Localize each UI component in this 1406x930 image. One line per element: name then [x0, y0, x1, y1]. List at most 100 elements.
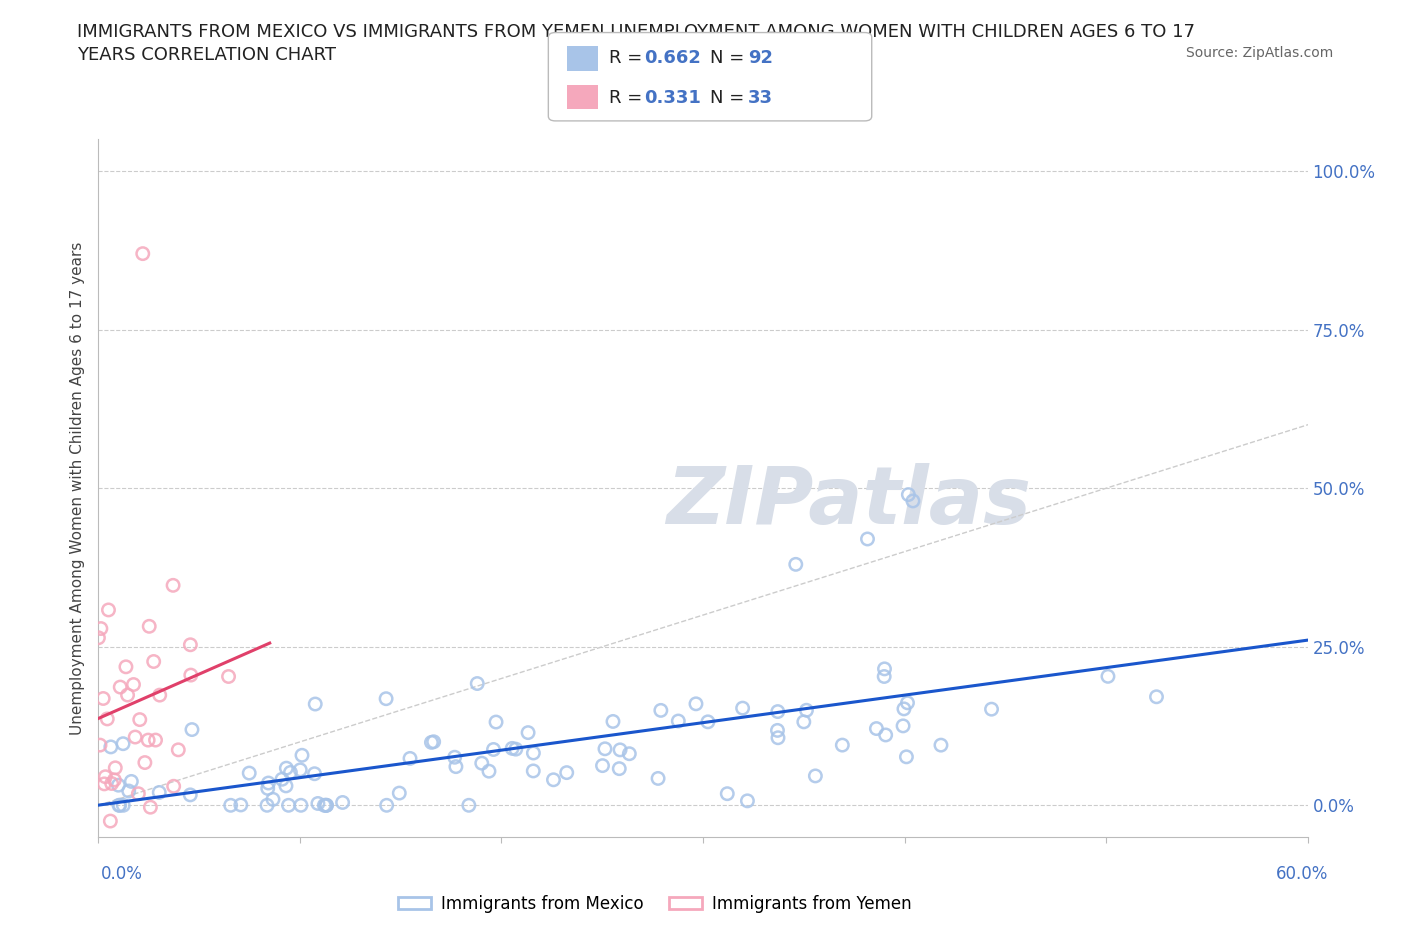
Point	[1097, 669, 1119, 684]
Point	[274, 778, 297, 793]
Point	[115, 659, 138, 674]
Point	[162, 578, 184, 592]
Point	[256, 798, 278, 813]
Text: Source: ZipAtlas.com: Source: ZipAtlas.com	[1185, 46, 1333, 60]
Point	[875, 727, 897, 742]
Point	[592, 758, 614, 773]
Point	[766, 730, 789, 745]
Point	[128, 712, 150, 727]
Point	[180, 668, 202, 683]
Point	[482, 742, 505, 757]
Point	[619, 746, 641, 761]
Text: 0.0%: 0.0%	[101, 865, 143, 883]
Point	[609, 742, 631, 757]
Point	[522, 746, 544, 761]
Point	[375, 691, 398, 706]
Point	[444, 759, 467, 774]
Point	[93, 777, 115, 791]
Point	[91, 691, 114, 706]
Point	[602, 714, 624, 729]
Point	[891, 719, 914, 734]
Point	[804, 768, 827, 783]
Point	[179, 637, 201, 652]
Point	[332, 795, 354, 810]
Point	[87, 631, 110, 645]
Point	[108, 798, 131, 813]
Text: YEARS CORRELATION CHART: YEARS CORRELATION CHART	[77, 46, 336, 64]
Point	[124, 730, 146, 745]
Text: 60.0%: 60.0%	[1277, 865, 1329, 883]
Point	[104, 761, 127, 776]
Point	[420, 735, 443, 750]
Point	[314, 798, 336, 813]
Point	[929, 737, 952, 752]
Point	[465, 676, 488, 691]
Point	[307, 796, 329, 811]
Point	[103, 773, 125, 788]
Point	[167, 742, 190, 757]
Point	[118, 784, 141, 799]
Point	[122, 677, 145, 692]
Point	[543, 772, 565, 787]
Point	[650, 703, 672, 718]
Point	[256, 781, 278, 796]
Point	[873, 661, 896, 676]
Point	[276, 761, 298, 776]
Point	[149, 687, 172, 702]
Point	[478, 764, 501, 778]
Point	[179, 788, 201, 803]
Point	[443, 750, 465, 764]
Point	[647, 771, 669, 786]
Point	[108, 798, 131, 813]
Point	[522, 764, 544, 778]
Point	[696, 714, 718, 729]
Point	[97, 603, 120, 618]
Point	[315, 798, 337, 813]
Point	[793, 714, 815, 729]
Text: 92: 92	[748, 48, 773, 67]
Point	[1146, 689, 1168, 704]
Text: IMMIGRANTS FROM MEXICO VS IMMIGRANTS FROM YEMEN UNEMPLOYMENT AMONG WOMEN WITH CH: IMMIGRANTS FROM MEXICO VS IMMIGRANTS FRO…	[77, 23, 1195, 41]
Point	[290, 763, 312, 777]
Point	[127, 786, 149, 801]
Point	[897, 487, 920, 502]
Point	[148, 785, 170, 800]
Point	[136, 733, 159, 748]
Point	[117, 687, 139, 702]
Point	[120, 774, 142, 789]
Point	[485, 714, 508, 729]
Point	[138, 618, 160, 633]
Point	[422, 735, 444, 750]
Point	[304, 766, 326, 781]
Text: ZIPatlas: ZIPatlas	[665, 463, 1031, 541]
Point	[315, 798, 337, 813]
Point	[110, 680, 132, 695]
Point	[901, 494, 924, 509]
Point	[100, 739, 122, 754]
Point	[893, 701, 915, 716]
Point	[501, 741, 523, 756]
Point	[555, 765, 578, 780]
Point	[796, 703, 818, 718]
Point	[593, 741, 616, 756]
Text: 0.662: 0.662	[644, 48, 700, 67]
Point	[766, 704, 789, 719]
Point	[865, 721, 887, 736]
Point	[181, 722, 204, 737]
Point	[291, 748, 314, 763]
Point	[896, 750, 918, 764]
Point	[218, 669, 240, 684]
Point	[685, 697, 707, 711]
Point	[304, 697, 326, 711]
Text: 33: 33	[748, 88, 773, 107]
Point	[145, 733, 167, 748]
Point	[607, 762, 630, 777]
Point	[290, 798, 312, 813]
Text: R =: R =	[609, 88, 648, 107]
Point	[457, 798, 479, 813]
Point	[100, 776, 122, 790]
Point	[785, 557, 807, 572]
Point	[375, 798, 398, 813]
Point	[277, 798, 299, 813]
Point	[90, 621, 112, 636]
